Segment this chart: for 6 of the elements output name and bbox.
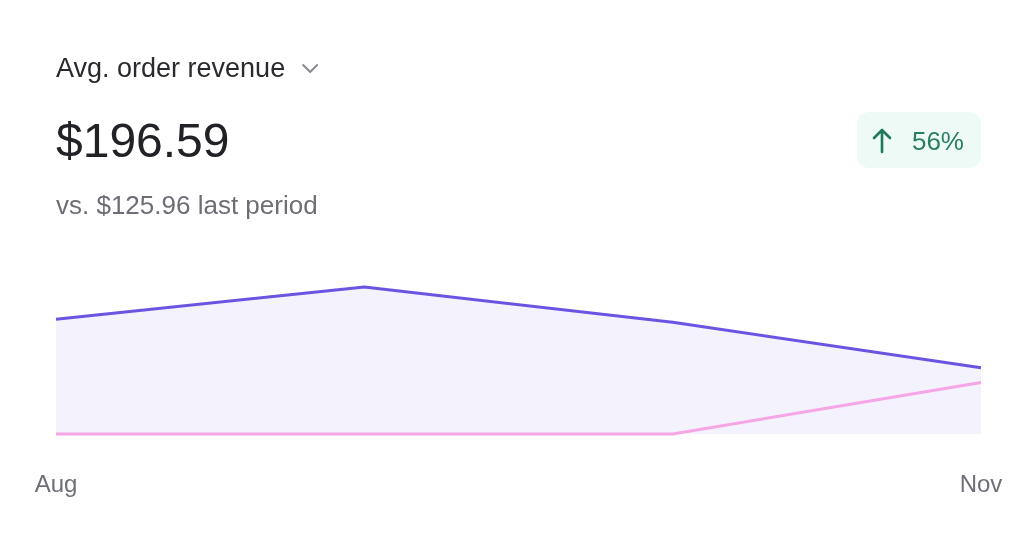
- text: 56%: [911, 126, 964, 156]
- x-tick-label: Aug: [34, 470, 78, 497]
- chart-title: Avg. order revenue: [56, 53, 286, 83]
- text: $196.59: [56, 114, 230, 167]
- chart-subtitle: vs. $125.96 last period: [56, 190, 318, 220]
- x-tick-label: Nov: [959, 470, 1003, 497]
